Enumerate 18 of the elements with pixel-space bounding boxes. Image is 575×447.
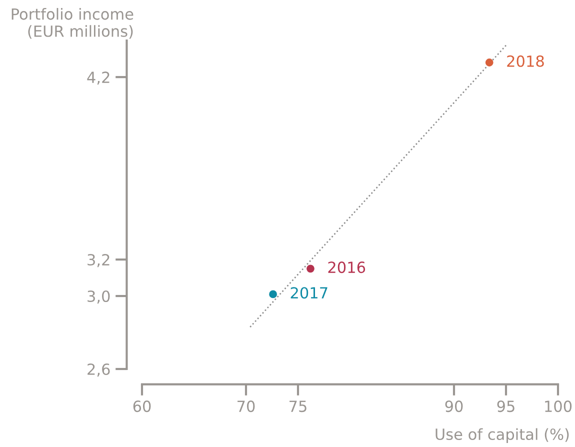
point	[306, 264, 314, 273]
series-label: 2016	[328, 262, 366, 274]
y-axis-title: Portfolio income (EUR millions)	[12, 8, 134, 39]
y-tick-label: 2,6	[88, 363, 110, 377]
point	[485, 58, 494, 66]
y-tick-label: 4,2	[87, 72, 110, 85]
point	[269, 290, 277, 298]
y-tick-label: 3,2	[88, 254, 110, 268]
x-axis-title: Use of capital (%)	[436, 428, 569, 443]
x-tick-label: 75	[290, 400, 306, 412]
series-label: 2017	[290, 287, 328, 299]
y-tick-label: 3,0	[88, 290, 110, 304]
x-tick-label: 95	[497, 400, 514, 412]
x-tick-label: 90	[445, 400, 463, 412]
series-label: 2018	[507, 55, 544, 67]
x-tick-label: 70	[238, 400, 255, 412]
x-tick-label: 60	[133, 400, 151, 412]
x-tick-label: 100	[545, 400, 572, 412]
